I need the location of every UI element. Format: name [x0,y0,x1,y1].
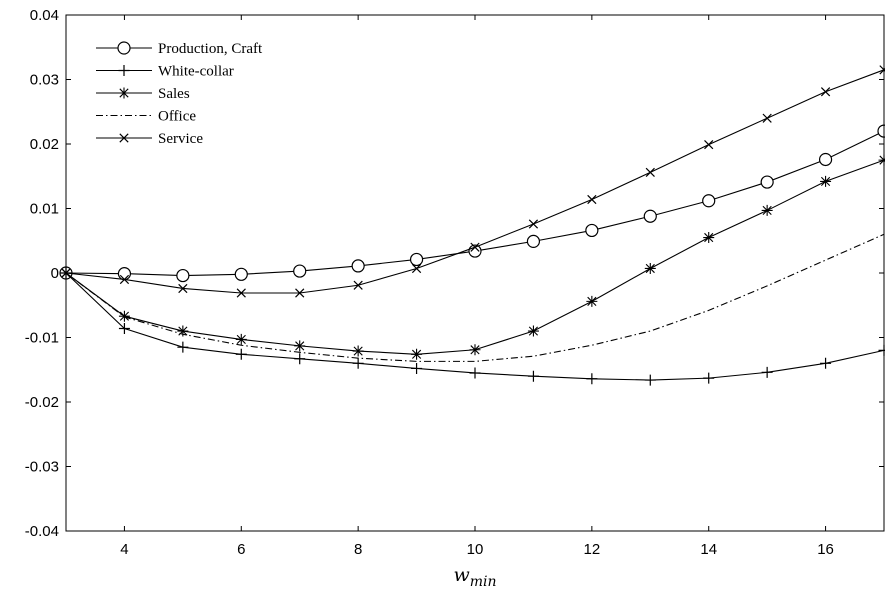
data-point-marker [762,113,772,123]
data-point-marker [587,194,597,205]
x-axis-label-subscript: min [470,574,497,590]
x-tick-label: 6 [237,541,245,558]
data-point-marker [643,209,657,223]
x-tick-label: 12 [584,541,601,558]
data-point-marker [820,175,832,187]
legend-label: Office [158,109,196,125]
data-point-marker [820,87,831,97]
data-point-marker [295,288,305,298]
data-point-marker [409,252,424,267]
legend-entry: Production, Craft [96,41,263,57]
data-point-marker [176,268,190,283]
y-tick-label: -0.04 [25,523,59,540]
data-point-marker [760,175,774,189]
y-tick-label: -0.01 [25,330,59,347]
data-point-marker [703,372,715,384]
legend-entry: Service [96,131,203,147]
legend-label: Service [158,131,203,147]
data-point-marker [704,140,714,150]
legend-marker [118,65,130,76]
y-tick-label: 0.03 [30,72,59,89]
data-point-marker [118,322,130,334]
data-point-marker [586,295,598,307]
data-point-marker [353,280,363,290]
data-point-marker [644,374,656,386]
data-point-marker [527,325,539,337]
legend-entry: Office [96,109,196,125]
data-point-marker [178,283,188,294]
data-point-marker [351,259,365,273]
x-tick-label: 8 [354,541,362,558]
legend-label: Sales [158,86,190,102]
plot-area-frame [65,14,885,532]
data-point-marker [820,357,832,369]
legend-marker [118,87,130,99]
data-point-marker [411,263,422,274]
data-point-marker [235,348,247,360]
data-point-marker [117,267,132,281]
data-point-marker [703,232,715,244]
data-point-marker [234,267,248,281]
data-point-marker [177,325,189,337]
data-point-marker [526,234,541,248]
data-point-marker [761,366,773,378]
data-point-marker [411,362,423,374]
x-tick-label: 16 [817,541,834,558]
data-point-marker [352,357,364,369]
data-point-marker [352,345,364,357]
data-point-marker [528,219,539,229]
y-tick-label: -0.03 [25,459,59,476]
series-4 [61,65,885,298]
data-point-marker [411,348,423,360]
data-point-marker [294,340,306,352]
legend-marker [119,133,129,143]
data-point-marker [119,274,130,285]
y-tick-label: 0.02 [30,136,59,153]
data-point-marker [236,288,246,298]
x-tick-label: 14 [700,541,717,558]
y-axis-ticks: -0.04 -0.03 -0.02 -0.01 0 0.01 0.02 0.03 0.04 [25,7,884,540]
data-point-marker [702,194,716,208]
data-point-marker [818,152,833,167]
legend-marker [117,41,131,55]
data-point-marker [469,367,481,379]
series-group [59,65,885,386]
y-tick-label: 0.01 [30,201,59,218]
x-axis-ticks: 4 6 8 10 12 14 16 [120,15,834,558]
data-point-marker [469,344,481,356]
data-point-marker [527,370,539,382]
series-0 [59,124,885,283]
x-tick-label: 10 [467,541,484,558]
series-1 [60,267,885,386]
y-tick-label: 0 [51,265,59,282]
x-axis-label-main: w [453,564,469,586]
legend-label: White-collar [158,64,234,80]
data-point-marker [294,353,306,365]
data-point-marker [470,242,480,252]
x-tick-label: 4 [120,541,128,558]
legend: Production, Craft White-collar Sales Office… [96,41,263,147]
data-point-marker [177,341,189,353]
legend-entry: Sales [96,86,190,102]
x-axis-label: wmin [453,564,496,590]
data-point-marker [293,264,307,278]
y-tick-label: 0.04 [30,7,59,24]
y-tick-label: -0.02 [25,394,59,411]
data-point-marker [644,262,656,274]
legend-entry: White-collar [96,64,234,80]
data-point-marker [586,373,598,385]
legend-label: Production, Craft [158,41,263,57]
data-point-marker [235,333,247,345]
data-point-marker [585,223,599,238]
data-point-marker [645,167,655,178]
data-point-marker [761,204,773,216]
